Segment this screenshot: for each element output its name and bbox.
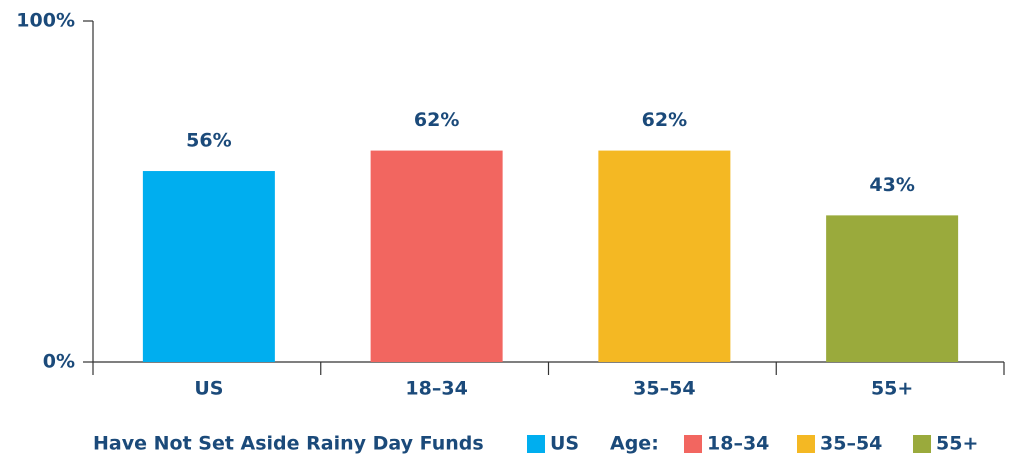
legend-swatch (913, 435, 931, 453)
legend-label: 35–54 (820, 433, 882, 455)
legend-swatch (797, 435, 815, 453)
legend-swatch (684, 435, 702, 453)
legend-label: 55+ (936, 433, 978, 455)
legend-title: Have Not Set Aside Rainy Day Funds (93, 433, 484, 455)
bar (142, 171, 275, 362)
legend-group-label: Age: (610, 433, 659, 455)
bar (598, 150, 731, 362)
bar (370, 150, 503, 362)
bar (826, 215, 959, 362)
x-tick-label: US (194, 378, 223, 400)
legend-label: US (550, 433, 579, 455)
x-tick-label: 18–34 (405, 378, 467, 400)
x-tick-label: 55+ (871, 378, 913, 400)
data-label: 43% (869, 174, 914, 196)
data-label: 56% (186, 130, 231, 152)
legend-label: 18–34 (707, 433, 769, 455)
data-label: 62% (414, 109, 459, 131)
legend-swatch (527, 435, 545, 453)
y-tick-label: 0% (43, 351, 75, 373)
y-tick-label: 100% (16, 10, 75, 32)
x-tick-label: 35–54 (633, 378, 695, 400)
data-label: 62% (642, 109, 687, 131)
